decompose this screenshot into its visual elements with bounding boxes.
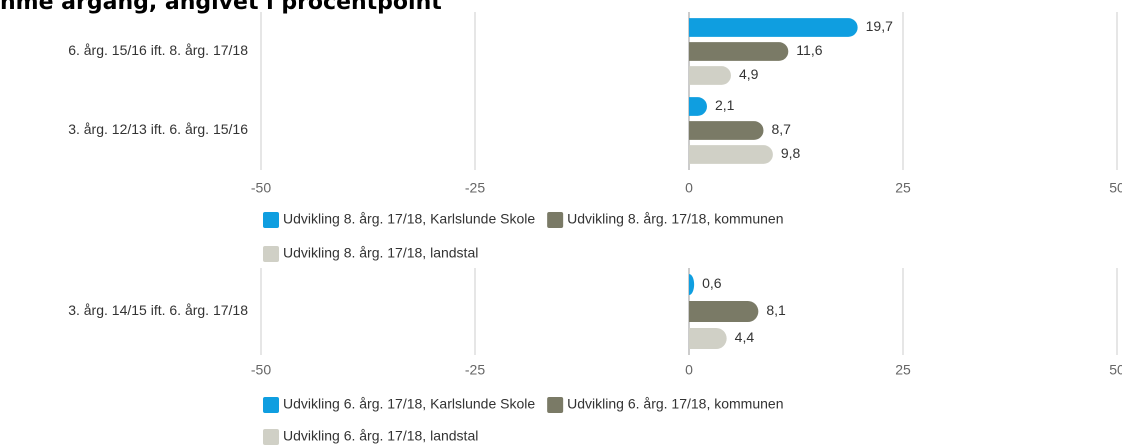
x-tick-label: -25 <box>465 180 485 196</box>
x-tick-label: 0 <box>685 362 693 378</box>
legend-label: Udvikling 6. årg. 17/18, kommunen <box>567 396 783 412</box>
x-tick-label: 50 <box>1109 180 1122 196</box>
legend-swatch <box>263 429 279 445</box>
data-label: 19,7 <box>866 18 893 34</box>
data-label: 4,4 <box>735 329 755 345</box>
bar <box>689 66 731 85</box>
legend-label: Udvikling 6. årg. 17/18, Karlslunde Skol… <box>283 396 535 412</box>
data-label: 2,1 <box>715 97 735 113</box>
bar <box>689 300 759 323</box>
x-tick-label: 50 <box>1109 362 1122 378</box>
chart-title: nme årgang, angivet i procentpoint <box>0 0 442 15</box>
x-tick-label: 0 <box>685 180 693 196</box>
bar <box>689 42 789 61</box>
legend-label: Udvikling 8. årg. 17/18, Karlslunde Skol… <box>283 211 535 227</box>
x-tick-label: -50 <box>251 362 271 378</box>
legend-label: Udvikling 8. årg. 17/18, landstal <box>283 245 478 261</box>
x-tick-label: -25 <box>465 362 485 378</box>
bar <box>689 97 707 116</box>
legend-swatch <box>263 212 279 228</box>
data-label: 8,7 <box>771 121 791 137</box>
bar <box>689 145 773 164</box>
bar <box>689 18 858 37</box>
y-tick-label: 6. årg. 15/16 ift. 8. årg. 17/18 <box>68 42 248 58</box>
bar <box>689 121 764 140</box>
data-label: 0,6 <box>702 275 722 291</box>
y-tick-label: 3. årg. 14/15 ift. 6. årg. 17/18 <box>68 302 248 318</box>
legend-swatch <box>547 397 564 413</box>
data-label: 11,6 <box>796 42 822 58</box>
data-label: 9,8 <box>781 145 801 161</box>
x-tick-label: -50 <box>251 180 271 196</box>
legend-swatch <box>263 397 279 413</box>
y-tick-label: 3. årg. 12/13 ift. 6. årg. 15/16 <box>68 121 248 137</box>
bar <box>689 273 695 296</box>
legend-label: Udvikling 6. årg. 17/18, landstal <box>283 428 478 444</box>
bar <box>689 327 727 350</box>
legend-swatch <box>547 212 564 228</box>
data-label: 4,9 <box>739 66 759 82</box>
legend-swatch <box>263 246 279 262</box>
x-tick-label: 25 <box>895 362 911 378</box>
legend-label: Udvikling 8. årg. 17/18, kommunen <box>567 211 783 227</box>
data-label: 8,1 <box>766 302 786 318</box>
x-tick-label: 25 <box>895 180 911 196</box>
